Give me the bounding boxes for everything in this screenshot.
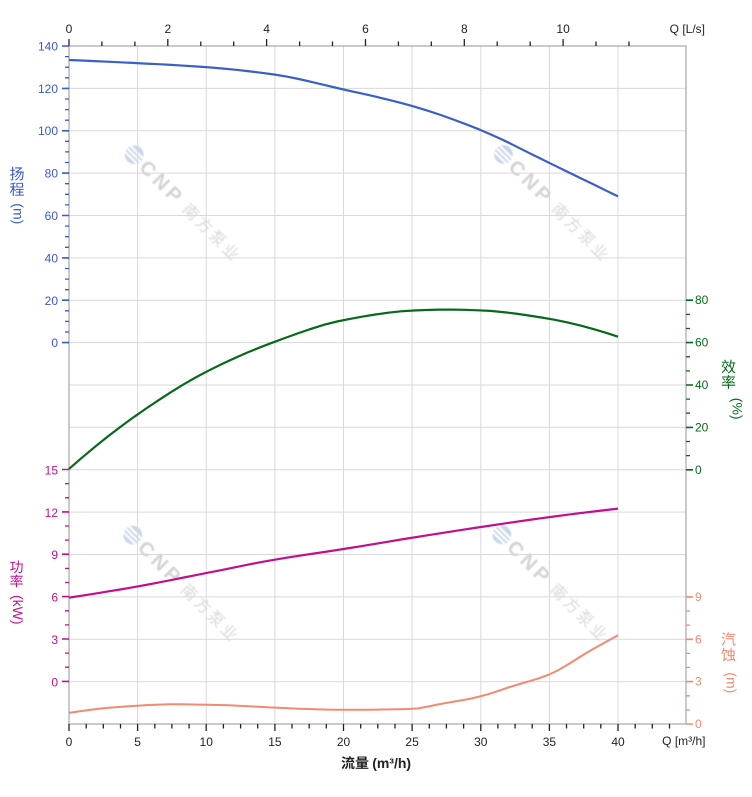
svg-text:15: 15 bbox=[45, 464, 59, 478]
svg-text:3: 3 bbox=[695, 675, 702, 689]
svg-text:(kW): (kW) bbox=[10, 595, 26, 625]
svg-text:60: 60 bbox=[45, 209, 59, 223]
svg-text:0: 0 bbox=[51, 336, 58, 350]
svg-text:25: 25 bbox=[405, 735, 419, 749]
svg-text:140: 140 bbox=[38, 40, 58, 54]
svg-text:4: 4 bbox=[263, 22, 270, 36]
svg-text:0: 0 bbox=[695, 463, 702, 477]
svg-text:10: 10 bbox=[556, 22, 570, 36]
svg-text:(%): (%) bbox=[730, 398, 746, 420]
svg-text:Q [L/s]: Q [L/s] bbox=[670, 22, 705, 36]
svg-text:20: 20 bbox=[45, 294, 59, 308]
svg-text:3: 3 bbox=[51, 633, 58, 647]
svg-text:10: 10 bbox=[200, 735, 214, 749]
svg-text:0: 0 bbox=[66, 735, 73, 749]
svg-text:0: 0 bbox=[51, 675, 58, 689]
svg-text:40: 40 bbox=[695, 378, 709, 392]
svg-text:9: 9 bbox=[695, 590, 702, 604]
svg-text:(m³/h): (m³/h) bbox=[372, 755, 411, 771]
svg-text:35: 35 bbox=[543, 735, 557, 749]
svg-text:5: 5 bbox=[134, 735, 141, 749]
svg-text:Q [m³/h]: Q [m³/h] bbox=[662, 734, 705, 748]
svg-text:120: 120 bbox=[38, 82, 58, 96]
svg-text:6: 6 bbox=[51, 591, 58, 605]
svg-text:6: 6 bbox=[362, 22, 369, 36]
svg-text:12: 12 bbox=[45, 506, 59, 520]
svg-text:0: 0 bbox=[66, 22, 73, 36]
svg-text:15: 15 bbox=[268, 735, 282, 749]
svg-text:20: 20 bbox=[337, 735, 351, 749]
svg-text:2: 2 bbox=[164, 22, 171, 36]
svg-text:40: 40 bbox=[45, 251, 59, 265]
svg-text:100: 100 bbox=[38, 124, 58, 138]
svg-text:6: 6 bbox=[695, 632, 702, 646]
svg-text:(m): (m) bbox=[724, 672, 740, 693]
svg-text:80: 80 bbox=[45, 167, 59, 181]
svg-text:60: 60 bbox=[695, 336, 709, 350]
svg-text:8: 8 bbox=[461, 22, 468, 36]
svg-text:(m): (m) bbox=[10, 203, 26, 224]
svg-text:0: 0 bbox=[695, 717, 702, 731]
svg-text:20: 20 bbox=[695, 420, 709, 434]
svg-text:30: 30 bbox=[474, 735, 488, 749]
svg-text:80: 80 bbox=[695, 293, 709, 307]
svg-text:40: 40 bbox=[611, 735, 625, 749]
svg-text:9: 9 bbox=[51, 548, 58, 562]
